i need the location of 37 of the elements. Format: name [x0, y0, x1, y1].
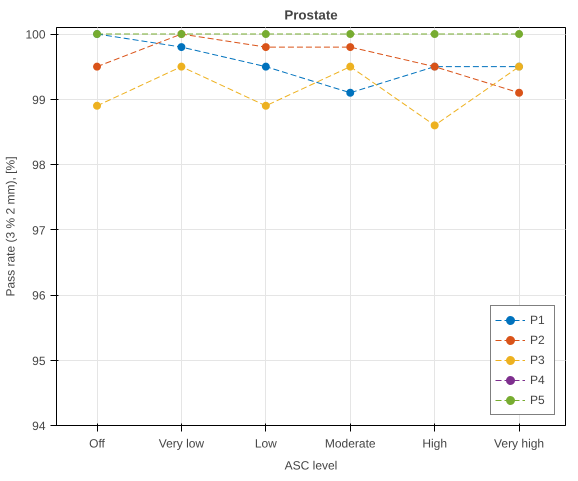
legend-label: P1 [530, 313, 546, 327]
y-tick-label: 98 [32, 158, 46, 172]
point [515, 30, 524, 38]
y-axis-title: Pass rate (3 % 2 mm), [%] [3, 156, 18, 297]
chart-title: Prostate [284, 8, 338, 22]
y-tick-label: 96 [32, 288, 46, 303]
legend-label: P2 [530, 333, 546, 347]
point [346, 30, 354, 38]
point [93, 62, 102, 71]
legend-label: P5 [530, 393, 546, 407]
y-tick-label: 99 [32, 92, 46, 107]
x-axis-title: ASC level [284, 458, 338, 472]
x-tick-label: Moderate [324, 436, 376, 450]
point [346, 88, 354, 97]
point [430, 121, 439, 130]
point [346, 62, 354, 71]
x-tick-label: Very high [494, 436, 544, 450]
x-tick-label: Off [89, 436, 106, 450]
x-tick-label: Low [254, 436, 278, 450]
x-tick-label: Very low [158, 436, 204, 450]
point [262, 62, 270, 71]
point [262, 30, 270, 38]
point [93, 102, 102, 110]
y-tick-label: 94 [32, 419, 46, 433]
x-tick-label: High [422, 436, 448, 450]
legend-label: P4 [530, 373, 546, 387]
y-tick-label: 100 [25, 28, 46, 42]
y-tick-label: 97 [32, 223, 46, 238]
point [262, 43, 270, 52]
legend-label: P3 [530, 353, 546, 367]
point [515, 88, 524, 97]
point [346, 43, 354, 52]
point [177, 43, 186, 52]
point [262, 102, 270, 110]
point [177, 62, 186, 71]
point [430, 30, 439, 38]
y-tick-label: 95 [32, 354, 46, 368]
